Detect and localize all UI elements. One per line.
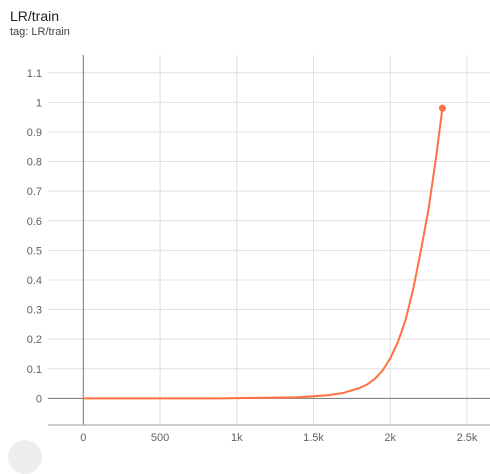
line-chart: 0 0.1 0.2 0.3 0.4 0.5 0.6 0.7 0.8 0.9 1 1.1 0 500 1k 1.… <box>27 55 490 444</box>
chart-card: LR/train tag: LR/train 0 0.1 0.2 0.3 0.4 0.5 0… <box>8 8 490 474</box>
y-tick-label: 0.9 <box>27 127 42 139</box>
x-tick-label: 2.5k <box>457 432 478 444</box>
grid-layer <box>48 55 490 425</box>
x-tick-label: 0 <box>80 432 86 444</box>
x-tick-label: 500 <box>151 432 169 444</box>
corner-avatar <box>8 440 42 474</box>
y-tick-label: 0.1 <box>27 364 42 376</box>
x-tick-label: 2k <box>384 432 396 444</box>
y-tick-label: 0.8 <box>27 157 42 169</box>
chart-title: LR/train <box>10 8 60 24</box>
x-tick-label: 1.5k <box>303 432 324 444</box>
y-tick-label: 1.1 <box>27 68 42 80</box>
x-tick-label: 1k <box>231 432 243 444</box>
y-tick-label: 0.5 <box>27 245 42 257</box>
chart-tag: tag: LR/train <box>10 26 70 38</box>
y-tick-label: 0 <box>36 393 42 405</box>
series-layer <box>83 104 446 400</box>
y-tick-label: 0.6 <box>27 216 42 228</box>
y-tick-label: 0.3 <box>27 305 42 317</box>
tick-labels: 0 0.1 0.2 0.3 0.4 0.5 0.6 0.7 0.8 0.9 1 1.1 0 500 1k 1.… <box>27 68 478 444</box>
series-endpoint <box>438 104 446 112</box>
y-tick-label: 0.4 <box>27 275 42 287</box>
series-line <box>83 108 444 400</box>
y-tick-label: 0.7 <box>27 186 42 198</box>
y-tick-label: 0.2 <box>27 334 42 346</box>
y-tick-label: 1 <box>36 97 42 109</box>
